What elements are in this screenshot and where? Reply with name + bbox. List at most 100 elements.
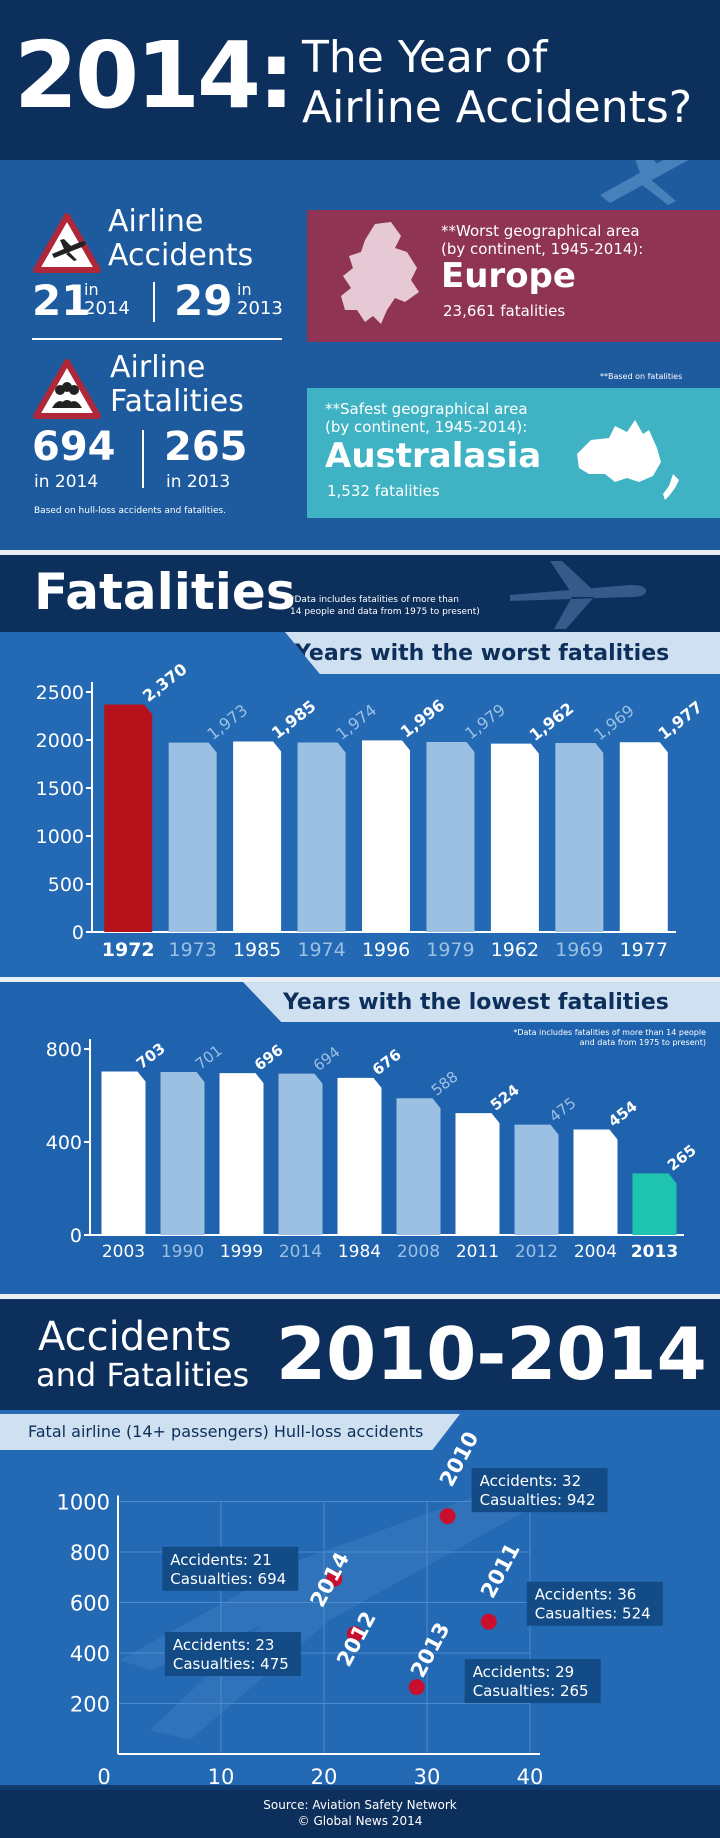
data-point — [408, 1679, 425, 1696]
y-tick-label: 1000 — [36, 826, 84, 848]
footer: Source: Aviation Safety Network © Global… — [0, 1790, 720, 1838]
bar-value-label: 588 — [428, 1068, 462, 1100]
x-category-label: 2011 — [456, 1242, 499, 1262]
fatalities-2013-sub: in 2013 — [166, 472, 231, 492]
bar — [619, 742, 668, 932]
bar-value-label: 2,370 — [139, 660, 191, 706]
safest-area-fatalities: 1,532 fatalities — [327, 482, 440, 500]
bar — [573, 1129, 618, 1235]
bar — [555, 742, 604, 932]
plane-icon — [510, 561, 646, 629]
y-tick-label: 2500 — [36, 682, 84, 704]
accidents-2014-value: 21 — [32, 276, 91, 325]
bar — [101, 1071, 146, 1235]
accidents-title-line2: and Fatalities — [36, 1356, 250, 1394]
bar-value-label: 475 — [546, 1094, 580, 1126]
x-category-label: 1985 — [233, 939, 281, 961]
year-label: 2011 — [476, 1539, 525, 1602]
y-tick-label: 400 — [46, 1132, 82, 1154]
y-tick-label: 0 — [70, 1225, 82, 1247]
fatalities-2014-sub: in 2014 — [34, 472, 99, 492]
safest-area-card: **Safest geographical area (by continent… — [307, 388, 720, 518]
airplane-warning-icon — [33, 213, 101, 273]
accidents-2013-value: 29 — [174, 276, 233, 325]
fatalities-title: Fatalities — [34, 563, 296, 621]
lowest-chart-title: Years with the lowest fatalities — [283, 990, 669, 1015]
data-point — [480, 1613, 497, 1630]
x-category-label: 1977 — [620, 939, 668, 961]
annotation-accidents: Accidents: 23 — [173, 1636, 275, 1654]
fatalities-label-line1: Airline — [110, 350, 206, 385]
y-tick-label: 0 — [72, 922, 84, 944]
bar — [278, 1073, 323, 1235]
bar-value-label: 454 — [605, 1097, 641, 1130]
section-divider — [0, 977, 720, 982]
header-title-line1: The Year of — [302, 32, 548, 83]
accidents-years: 2010-2014 — [276, 1312, 707, 1396]
bar — [632, 1173, 677, 1235]
worst-area-card: **Worst geographical area (by continent,… — [307, 210, 720, 342]
bar — [396, 1098, 441, 1235]
stat-separator-line — [32, 338, 282, 340]
bar — [362, 740, 410, 932]
europe-map-icon — [341, 222, 419, 324]
x-category-label: 1973 — [168, 939, 216, 961]
safest-area-line1: **Safest geographical area — [325, 400, 528, 418]
scatter-subtitle-banner: Fatal airline (14+ passengers) Hull-loss… — [0, 1414, 460, 1450]
x-tick-label: 20 — [311, 1765, 338, 1785]
y-tick-label: 800 — [70, 1541, 110, 1565]
y-tick-label: 500 — [48, 874, 84, 896]
y-tick-label: 400 — [70, 1642, 110, 1666]
worst-area-name: Europe — [441, 256, 576, 296]
bar — [337, 1077, 382, 1235]
section-divider — [0, 1294, 720, 1299]
x-category-label: 1972 — [102, 939, 155, 961]
header-year: 2014: — [14, 22, 295, 129]
bar — [233, 741, 282, 932]
accidents-label-line1: Airline — [108, 204, 204, 239]
annotation-casualties: Casualties: 524 — [535, 1605, 651, 1623]
data-point — [346, 1626, 363, 1643]
x-category-label: 1996 — [362, 939, 410, 961]
x-category-label: 2003 — [102, 1242, 145, 1262]
worst-area-line1: **Worst geographical area — [441, 222, 640, 240]
x-category-label: 1969 — [555, 939, 603, 961]
annotation-box — [526, 1581, 663, 1626]
accidents-2013-year: 2013 — [237, 298, 283, 319]
lowest-chart-title-banner: Years with the lowest fatalities — [243, 982, 720, 1022]
worst-fatalities-chart: Years with the worst fatalities 0 500 1000… — [0, 632, 720, 977]
annotation-box — [471, 1468, 608, 1513]
header-section: 2014: The Year of Airline Accidents? — [0, 0, 720, 160]
bar-value-label: 1,974 — [332, 700, 380, 743]
bar-value-label: 694 — [310, 1043, 344, 1075]
section-divider — [0, 550, 720, 555]
bar-value-label: 265 — [664, 1141, 700, 1174]
fatalities-note-line2: 14 people and data from 1975 to present) — [290, 607, 480, 617]
bar — [490, 743, 539, 932]
x-category-label: 2014 — [279, 1242, 322, 1262]
annotation-casualties: Casualties: 694 — [170, 1570, 286, 1588]
bar-value-label: 696 — [251, 1041, 287, 1074]
annotation-accidents: Accidents: 21 — [170, 1551, 272, 1569]
bar-value-label: 1,969 — [590, 701, 638, 744]
x-tick-label: 30 — [414, 1765, 441, 1785]
annotation-accidents: Accidents: 29 — [473, 1663, 575, 1681]
y-tick-label: 1500 — [36, 778, 84, 800]
annotation-accidents: Accidents: 32 — [480, 1472, 582, 1490]
x-tick-label: 40 — [517, 1765, 544, 1785]
data-point — [439, 1508, 456, 1525]
annotation-box — [162, 1546, 299, 1591]
fatalities-label-line2: Fatalities — [110, 384, 244, 419]
accidents-title-line1: Accidents — [38, 1314, 232, 1360]
scatter-subtitle: Fatal airline (14+ passengers) Hull-loss… — [28, 1422, 424, 1441]
y-tick-label: 600 — [70, 1592, 110, 1616]
safest-area-line2: (by continent, 1945-2014): — [325, 418, 528, 436]
accidents-label-line2: Accidents — [108, 238, 254, 273]
y-tick-label: 800 — [46, 1039, 82, 1061]
stats-section: Airline Accidents 21 in 2014 29 in 2013 … — [0, 160, 720, 550]
bar-value-label: 703 — [133, 1039, 169, 1072]
bar-value-label: 1,985 — [268, 696, 320, 742]
australia-map-icon — [577, 420, 679, 500]
accidents-2014-in: in — [84, 280, 99, 299]
